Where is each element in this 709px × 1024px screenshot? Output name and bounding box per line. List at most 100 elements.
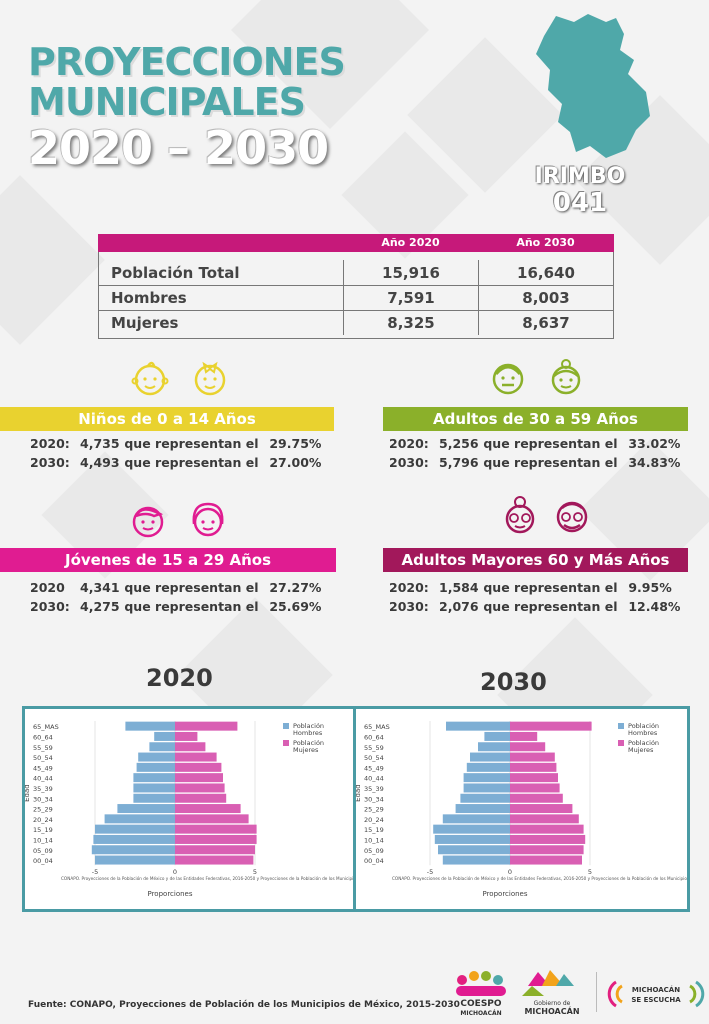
adults-2030-line: 2030: 5,796 que representan el 34.83% bbox=[389, 455, 680, 470]
bar-female-40_44 bbox=[175, 773, 223, 783]
tick-label-25_29: 25_29 bbox=[364, 806, 384, 814]
bar-male-50_54 bbox=[470, 752, 510, 762]
stat-text: que representan el bbox=[124, 455, 259, 470]
bar-female-35_39 bbox=[175, 783, 225, 793]
legend-female-line1: Población bbox=[628, 739, 659, 747]
bar-female-00_04 bbox=[510, 855, 582, 865]
gobierno-michoacan-logo: Gobierno de MICHOACÁN bbox=[522, 970, 580, 1016]
tick-label-30_34: 30_34 bbox=[33, 795, 53, 803]
tick-label-40_44: 40_44 bbox=[364, 775, 384, 783]
stat-year: 2020: bbox=[30, 436, 70, 451]
legend-male-line2: Hombres bbox=[628, 729, 658, 737]
tick-label-20_24: 20_24 bbox=[364, 816, 384, 824]
tick-label-40_44: 40_44 bbox=[33, 775, 53, 783]
bar-male-10_14 bbox=[93, 834, 175, 844]
stat-value: 4,735 bbox=[80, 436, 120, 451]
young-boy-icon bbox=[132, 506, 164, 538]
stat-value: 5,796 bbox=[439, 455, 479, 470]
banner-adults-title: Adultos de 30 a 59 Años bbox=[433, 410, 638, 428]
source-note: CONAPO. Proyecciones de la Población de … bbox=[392, 876, 687, 881]
stat-year: 2030: bbox=[389, 599, 429, 614]
legend-female-line1: Población bbox=[293, 739, 324, 747]
bar-female-25_29 bbox=[175, 804, 241, 814]
bar-female-10_14 bbox=[510, 834, 586, 844]
bar-female-45_49 bbox=[510, 762, 557, 772]
bar-male-50_54 bbox=[138, 752, 175, 762]
stat-pct: 9.95% bbox=[628, 580, 672, 595]
tick-label-35_39: 35_39 bbox=[33, 785, 53, 793]
bar-female-30_34 bbox=[175, 793, 227, 803]
x-tick-label: -5 bbox=[92, 868, 98, 876]
stat-text: que representan el bbox=[483, 436, 618, 451]
tick-label-10_14: 10_14 bbox=[364, 836, 384, 844]
stat-text: que representan el bbox=[124, 580, 259, 595]
bar-male-65_MAS bbox=[446, 721, 510, 731]
bar-male-40_44 bbox=[133, 773, 175, 783]
banner-youth: Jóvenes de 15 a 29 Años bbox=[0, 548, 336, 572]
bar-female-60_64 bbox=[175, 731, 198, 741]
row-value-2030: 16,640 bbox=[517, 263, 575, 282]
senior-man-icon bbox=[556, 501, 588, 533]
adult-woman-icon bbox=[551, 359, 581, 395]
tick-label-25_29: 25_29 bbox=[33, 806, 53, 814]
stat-pct: 27.00% bbox=[269, 455, 322, 470]
pyramids-divider bbox=[353, 706, 356, 912]
bar-male-10_14 bbox=[434, 834, 510, 844]
legend-male-line2: Hombres bbox=[293, 729, 323, 737]
bar-female-40_44 bbox=[510, 773, 558, 783]
tick-label-00_04: 00_04 bbox=[364, 857, 384, 865]
bar-female-25_29 bbox=[510, 804, 573, 814]
bar-female-60_64 bbox=[510, 731, 538, 741]
bar-female-30_34 bbox=[510, 793, 563, 803]
row-value-2020: 15,916 bbox=[344, 260, 479, 285]
stat-pct: 12.48% bbox=[628, 599, 681, 614]
population-pyramid-2020: 00_04 05_09 10_14 15_19 20_24 25_29 30_34 35_39… bbox=[25, 721, 353, 898]
population-table: Año 2020 Año 2030 Población Total 15,916… bbox=[98, 234, 614, 339]
legend-female-line2: Mujeres bbox=[628, 746, 654, 754]
stat-text: que representan el bbox=[124, 599, 259, 614]
bar-male-35_39 bbox=[133, 783, 175, 793]
svg-text:SE ESCUCHA: SE ESCUCHA bbox=[631, 996, 681, 1004]
legend-male-line1: Población bbox=[293, 722, 324, 730]
bar-male-60_64 bbox=[484, 731, 510, 741]
svg-text:COESPO: COESPO bbox=[460, 999, 501, 1009]
table-header: Año 2020 Año 2030 bbox=[98, 234, 614, 252]
bar-female-05_09 bbox=[510, 845, 584, 855]
tick-label-55_59: 55_59 bbox=[364, 744, 384, 752]
stat-pct: 29.75% bbox=[269, 436, 322, 451]
bar-female-20_24 bbox=[510, 814, 579, 824]
bar-male-65_MAS bbox=[125, 721, 175, 731]
bar-female-15_19 bbox=[175, 824, 257, 834]
legend-swatch-male bbox=[618, 723, 624, 729]
bar-male-15_19 bbox=[433, 824, 510, 834]
population-pyramid-2030: 00_04 05_09 10_14 15_19 20_24 25_29 30_34 35_39… bbox=[356, 721, 687, 898]
tick-label-60_64: 60_64 bbox=[364, 733, 384, 741]
source-footer: Fuente: CONAPO, Proyecciones de Població… bbox=[28, 1000, 460, 1010]
tick-label-15_19: 15_19 bbox=[33, 826, 53, 834]
children-2020-line: 2020: 4,735 que representan el 29.75% bbox=[30, 436, 321, 451]
bar-male-45_49 bbox=[466, 762, 510, 772]
municipality-code: 041 bbox=[552, 188, 608, 218]
stat-value: 4,275 bbox=[80, 599, 120, 614]
seniors-2020-line: 2020: 1,584 que representan el 9.95% bbox=[389, 580, 672, 595]
bar-male-40_44 bbox=[463, 773, 510, 783]
legend-swatch-female bbox=[283, 740, 289, 746]
stat-year: 2020: bbox=[389, 580, 429, 595]
row-label: Hombres bbox=[99, 286, 344, 310]
row-value-2030: 8,637 bbox=[522, 314, 570, 332]
bar-female-15_19 bbox=[510, 824, 584, 834]
bar-female-05_09 bbox=[175, 845, 255, 855]
pyramid-2030-heading: 2030 bbox=[480, 668, 547, 696]
stat-pct: 33.02% bbox=[628, 436, 681, 451]
bar-male-55_59 bbox=[149, 742, 175, 752]
bar-male-20_24 bbox=[442, 814, 510, 824]
bar-female-20_24 bbox=[175, 814, 249, 824]
tick-label-50_54: 50_54 bbox=[364, 754, 384, 762]
stat-value: 2,076 bbox=[439, 599, 479, 614]
table-row: Población Total 15,916 16,640 bbox=[99, 260, 613, 285]
svg-text:MICHOACÁN: MICHOACÁN bbox=[632, 985, 680, 994]
source-note: CONAPO. Proyecciones de la Población de … bbox=[61, 876, 353, 881]
bar-male-30_34 bbox=[133, 793, 175, 803]
tick-label-60_64: 60_64 bbox=[33, 733, 53, 741]
tick-label-65_MAS: 65_MAS bbox=[33, 723, 59, 731]
